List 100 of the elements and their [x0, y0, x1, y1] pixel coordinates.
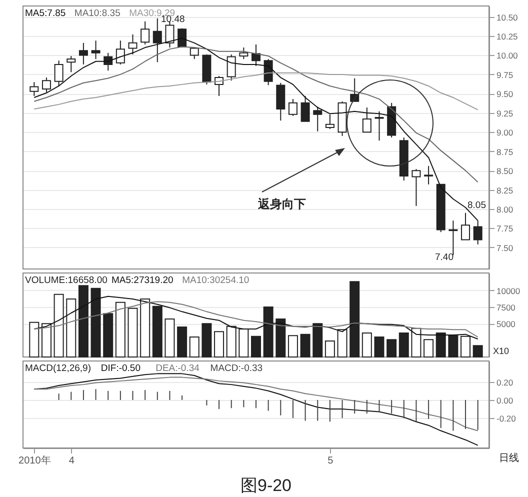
candlestick: [128, 34, 138, 55]
text: X10: [493, 346, 510, 356]
y-tick-label: 10.50: [496, 12, 518, 22]
y-tick-label: 9.50: [496, 89, 514, 100]
bar: [66, 298, 76, 358]
series-label: MA10:30254.10: [182, 275, 250, 286]
candlestick: [264, 58, 273, 86]
bar: [29, 322, 40, 358]
bar: [103, 313, 114, 358]
candlestick: [42, 77, 51, 93]
bar: [238, 328, 249, 358]
series-label: DEA:-0.34: [156, 363, 200, 374]
bar: [288, 335, 298, 358]
bar: [54, 294, 64, 358]
text: MACD:-0.33: [210, 363, 263, 374]
x-tick-label: 4: [68, 456, 75, 466]
bar: [398, 332, 409, 358]
y-tick-label: 10000: [496, 286, 520, 296]
series-label: DIF:-0.50: [100, 363, 141, 374]
candlestick: [362, 107, 372, 133]
bar: [214, 331, 224, 358]
bar: [448, 335, 458, 358]
y-tick-label: 9.75: [496, 70, 514, 80]
candlestick: [325, 114, 334, 130]
line-series: [34, 46, 478, 183]
bar: [115, 302, 126, 358]
y-tick-label: 8.25: [496, 185, 514, 196]
series-label: MA5:27319.20: [112, 275, 174, 286]
candlestick: [473, 220, 482, 245]
candlestick: [412, 168, 421, 206]
candlestick: [152, 18, 162, 63]
y-tick-label: -0.20: [496, 414, 516, 424]
text: MA5:7.85: [25, 8, 66, 19]
bar: [362, 332, 372, 358]
y-tick-label: 8.50: [496, 166, 514, 176]
bar: [324, 340, 335, 358]
bar: [177, 326, 188, 358]
candlestick: [300, 95, 310, 122]
y-tick-label: 8.75: [496, 146, 514, 157]
line-series: [34, 296, 478, 340]
candlestick: [288, 98, 298, 116]
bar: [374, 336, 384, 358]
candlestick: [374, 110, 384, 142]
bar: [350, 281, 360, 358]
candlestick: [116, 40, 125, 65]
annotation: 10.48: [161, 14, 185, 25]
candlestick: [276, 82, 286, 122]
candlestick: [252, 44, 260, 66]
bar: [337, 329, 348, 358]
annotation: 7.40: [435, 252, 454, 263]
annotation: 返身向下: [257, 197, 306, 211]
candlestick: [226, 54, 236, 82]
bar: [202, 323, 212, 358]
y-tick-label: 7500: [496, 302, 516, 312]
caption: 图9-20: [240, 476, 292, 495]
bar: [424, 339, 434, 358]
bar: [128, 308, 138, 358]
bar: [251, 336, 261, 358]
candlestick: [78, 42, 88, 65]
y-tick-label: 0.00: [496, 395, 514, 406]
line-series: [34, 301, 478, 338]
y-tick-label: 5000: [496, 319, 516, 330]
bar: [41, 323, 52, 358]
candlestick: [461, 212, 470, 240]
annotation: 8.05: [468, 200, 486, 211]
bar: [460, 336, 471, 358]
bar: [436, 332, 446, 358]
x-tick-label: 2010年: [18, 454, 51, 466]
text: MA10:8.35: [74, 8, 120, 19]
candlestick: [239, 47, 248, 60]
y-tick-label: 9.00: [496, 128, 514, 138]
y-tick-label: 10.00: [496, 50, 518, 61]
candlestick: [91, 40, 100, 60]
line-series: [34, 376, 478, 432]
bar: [78, 285, 88, 358]
y-tick-label: 9.25: [496, 108, 514, 118]
bar: [276, 318, 286, 358]
candlestick: [54, 60, 64, 86]
y-tick-label: 10.25: [496, 31, 518, 42]
candlestick: [165, 20, 174, 48]
bar: [386, 339, 397, 358]
bar: [263, 306, 274, 358]
y-tick-label: 7.50: [496, 242, 514, 253]
y-tick-label: 7.75: [496, 224, 514, 234]
bar: [300, 334, 310, 358]
y-tick-label: 0.20: [496, 377, 514, 388]
bar: [90, 288, 101, 358]
text: 日线: [499, 452, 519, 464]
bar: [411, 328, 422, 358]
candlestick: [140, 20, 150, 45]
bar: [312, 323, 323, 358]
bar: [152, 306, 162, 358]
chart-title: MACD(12,26,9): [25, 363, 91, 374]
candlestick: [424, 165, 434, 185]
x-tick-label: 5: [328, 456, 334, 466]
candlestick: [30, 82, 39, 96]
candlestick: [66, 55, 76, 73]
bar: [472, 345, 483, 358]
series-label: VOLUME:16658.00: [25, 275, 108, 286]
bar: [189, 336, 200, 358]
